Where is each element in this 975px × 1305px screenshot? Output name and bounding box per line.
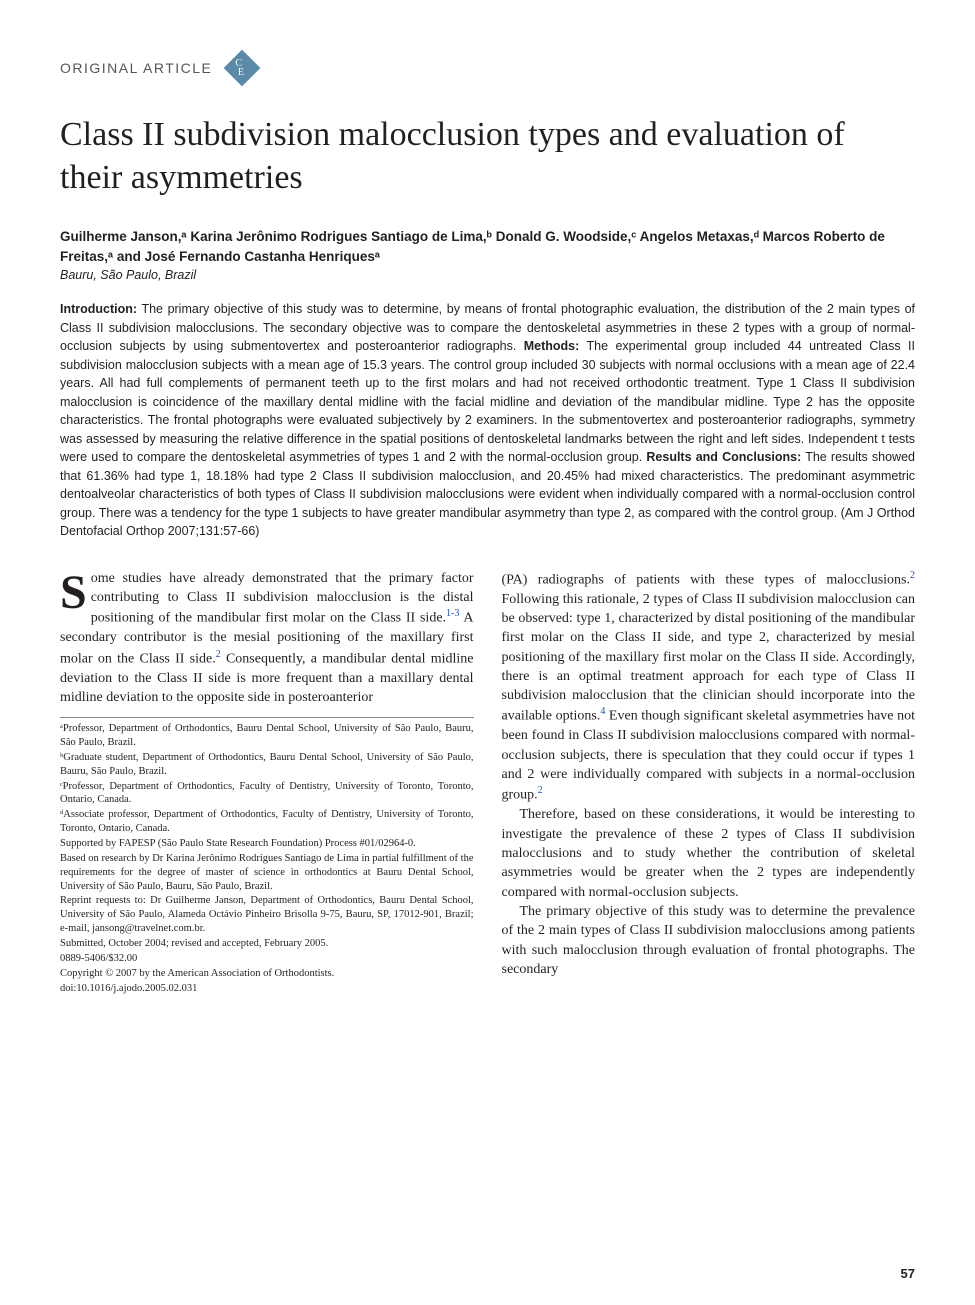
footnotes-block: ᵃProfessor, Department of Orthodontics, … — [60, 717, 474, 995]
body-p1a: ome studies have already demonstrated th… — [91, 571, 474, 626]
abstract-methods-text: The experimental group included 44 untre… — [60, 339, 915, 464]
ref-link-1-3[interactable]: 1-3 — [446, 608, 459, 619]
footnote-c: ᶜProfessor, Department of Orthodontics, … — [60, 780, 474, 808]
article-title: Class II subdivision malocclusion types … — [60, 114, 915, 199]
footnote-copyright: Copyright © 2007 by the American Associa… — [60, 967, 474, 981]
abstract-intro-label: Introduction: — [60, 302, 137, 316]
ce-badge-text: C E — [235, 59, 244, 77]
body-para-1: Some studies have already demonstrated t… — [60, 569, 474, 708]
authors-line: Guilherme Janson,ᵃ Karina Jerônimo Rodri… — [60, 227, 915, 266]
section-label: ORIGINAL ARTICLE — [60, 60, 212, 76]
ref-link-2b[interactable]: 2 — [910, 570, 915, 581]
left-column: Some studies have already demonstrated t… — [60, 569, 474, 997]
abstract-results-label: Results and Conclusions: — [646, 450, 801, 464]
footnote-issn: 0889-5406/$32.00 — [60, 952, 474, 966]
footnote-a: ᵃProfessor, Department of Orthodontics, … — [60, 722, 474, 750]
body-columns: Some studies have already demonstrated t… — [60, 569, 915, 997]
footnote-b: ᵇGraduate student, Department of Orthodo… — [60, 751, 474, 779]
page-number: 57 — [901, 1266, 915, 1281]
right-column: (PA) radiographs of patients with these … — [502, 569, 916, 997]
body-r-p1b: Following this rationale, 2 types of Cla… — [502, 592, 916, 725]
footnote-based: Based on research by Dr Karina Jerônimo … — [60, 852, 474, 894]
header-row: ORIGINAL ARTICLE C E — [60, 50, 915, 86]
body-r-p1a: (PA) radiographs of patients with these … — [502, 572, 911, 587]
footnote-submitted: Submitted, October 2004; revised and acc… — [60, 937, 474, 951]
abstract-block: Introduction: The primary objective of t… — [60, 300, 915, 541]
ce-badge: C E — [224, 50, 260, 86]
ref-link-2c[interactable]: 2 — [538, 785, 543, 796]
footnote-reprint: Reprint requests to: Dr Guilherme Janson… — [60, 894, 474, 936]
body-para-2-right: Therefore, based on these considerations… — [502, 805, 916, 902]
body-para-3-right: The primary objective of this study was … — [502, 902, 916, 979]
dropcap: S — [60, 569, 91, 614]
footnote-d: ᵈAssociate professor, Department of Orth… — [60, 808, 474, 836]
affiliation-city: Bauru, São Paulo, Brazil — [60, 268, 915, 282]
footnote-support: Supported by FAPESP (São Paulo State Res… — [60, 837, 474, 851]
body-para-1-right: (PA) radiographs of patients with these … — [502, 569, 916, 806]
footnote-doi: doi:10.1016/j.ajodo.2005.02.031 — [60, 982, 474, 996]
abstract-methods-label: Methods: — [524, 339, 580, 353]
